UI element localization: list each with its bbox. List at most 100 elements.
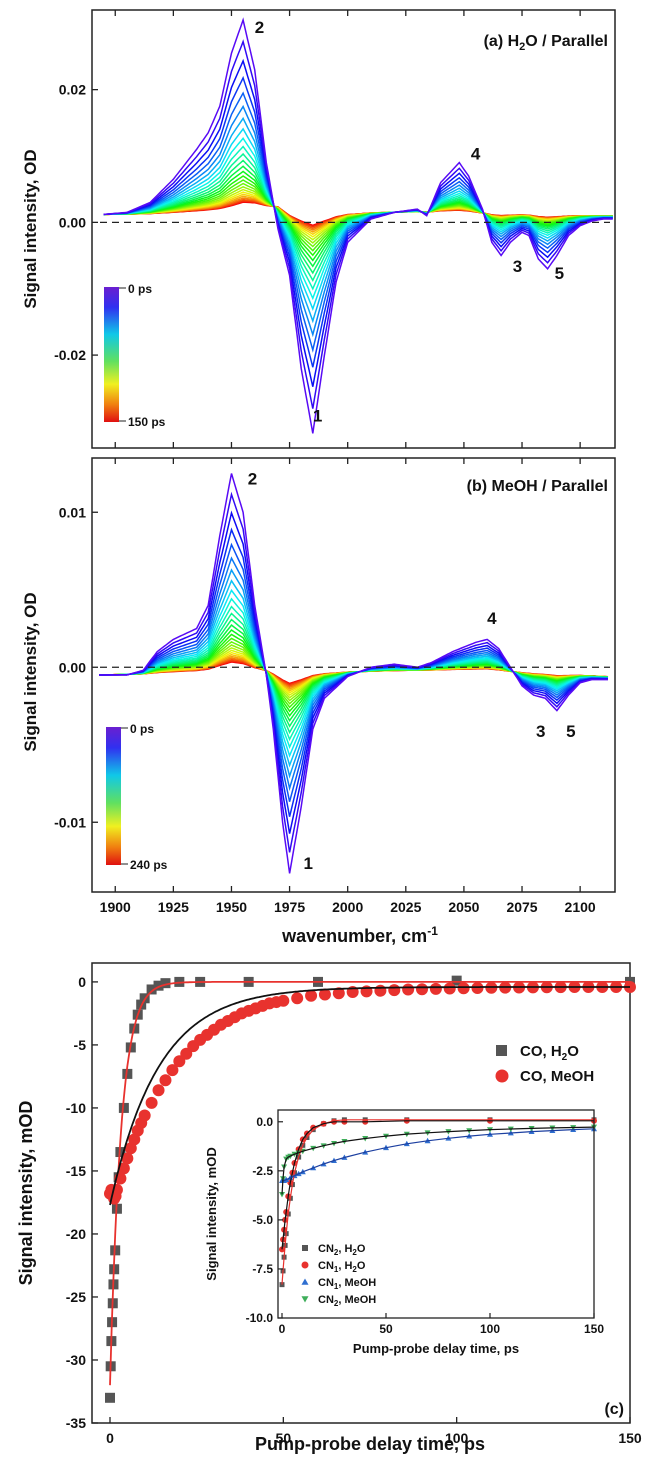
panel-b-colorbar-top-label: 0 ps bbox=[130, 722, 154, 736]
data-point-series-1 bbox=[443, 982, 456, 995]
x-tick-label: 1925 bbox=[158, 899, 189, 915]
data-point-series-1 bbox=[402, 983, 415, 996]
inset-legend-marker-3 bbox=[301, 1296, 309, 1303]
panel-c-inset: 0.0 -2.5 -5.0 -7.5 -10.0 0 50 100 150 Signal in… bbox=[204, 1109, 604, 1356]
data-point-series-1 bbox=[429, 982, 442, 995]
data-point-series-1 bbox=[173, 1055, 186, 1068]
data-point-series-1 bbox=[159, 1074, 172, 1087]
peak-label-1: 1 bbox=[313, 406, 322, 425]
y-tick-label: -5 bbox=[74, 1037, 87, 1053]
data-point-series-1 bbox=[416, 983, 428, 996]
y-tick-label: -30 bbox=[66, 1352, 86, 1368]
y-tick-label: -0.02 bbox=[54, 347, 86, 363]
panel-b-y-ticks: 0.01 0.00 -0.01 bbox=[54, 504, 98, 830]
data-point-series-1 bbox=[117, 1162, 130, 1175]
peak-label-5: 5 bbox=[566, 722, 575, 741]
peak-label-4: 4 bbox=[471, 144, 481, 163]
panel-c-x-axis-label: Pump-probe delay time, ps bbox=[255, 1434, 485, 1454]
y-tick-label: 0.00 bbox=[59, 214, 86, 230]
x-tick-label: 100 bbox=[445, 1430, 469, 1446]
inset-y-ticks: 0.0 -2.5 -5.0 -7.5 -10.0 bbox=[246, 1115, 283, 1325]
x-tick-label: 2100 bbox=[565, 899, 596, 915]
data-point-series-0 bbox=[451, 975, 462, 986]
legend-label-co-meoh: CO, MeOH bbox=[520, 1068, 594, 1085]
panel-a: 0.02 0.00 -0.02 (a) H2O / Parallel Signal … bbox=[21, 9, 616, 449]
spectrum-curve-9 bbox=[103, 145, 613, 291]
fit-curve-series-0 bbox=[109, 981, 630, 1386]
data-point-series-1 bbox=[457, 982, 470, 995]
panel-b-peak-labels: 2 1 4 3 5 bbox=[248, 469, 576, 872]
data-point-series-0 bbox=[160, 978, 171, 989]
inset-fit-curve-series-1 bbox=[281, 1120, 594, 1250]
inset-data-point-series-1 bbox=[279, 1246, 285, 1253]
panel-a-y-ticks: 0.02 0.00 -0.02 bbox=[54, 82, 98, 363]
peak-label-5: 5 bbox=[555, 264, 564, 283]
data-point-series-1 bbox=[180, 1047, 193, 1060]
inset-legend-marker-0 bbox=[302, 1245, 308, 1251]
y-tick-label: 0.00 bbox=[59, 659, 86, 675]
inset-legend-label-2: CN1, MeOH bbox=[318, 1277, 376, 1291]
inset-y-tick-label: -2.5 bbox=[252, 1164, 273, 1178]
panel-a-frame bbox=[91, 9, 616, 449]
spectrum-curve-3 bbox=[103, 75, 613, 368]
data-point-series-0 bbox=[146, 984, 157, 995]
peak-label-3: 3 bbox=[536, 722, 545, 741]
inset-x-tick-label: 100 bbox=[480, 1322, 500, 1336]
panel-b-x-axis-label: wavenumber, cm-1 bbox=[281, 924, 438, 946]
panel-c-x-ticks: 0 50 100 150 bbox=[106, 1417, 642, 1446]
x-tick-label: 2025 bbox=[390, 899, 421, 915]
panel-b-frame bbox=[91, 457, 616, 893]
y-tick-label: -25 bbox=[66, 1289, 86, 1305]
inset-y-axis-label: Signal intensity, mOD bbox=[204, 1147, 219, 1280]
panel-c-y-ticks: 0 -5 -10 -15 -20 -25 -30 -35 bbox=[66, 974, 98, 1431]
y-tick-label: 0 bbox=[78, 974, 86, 990]
data-point-series-1 bbox=[388, 984, 401, 997]
inset-legend-marker-2 bbox=[301, 1278, 309, 1285]
panel-a-y-axis-label: Signal intensity, OD bbox=[21, 149, 40, 308]
inset-y-tick-label: -5.0 bbox=[252, 1213, 273, 1227]
inset-legend-label-1: CN1, H2O bbox=[318, 1260, 366, 1274]
inset-x-ticks: 0 50 100 150 bbox=[279, 1313, 604, 1336]
legend-marker-co-meoh bbox=[495, 1069, 509, 1083]
x-tick-label: 2000 bbox=[332, 899, 363, 915]
spectrum-curve-0 bbox=[99, 473, 608, 874]
x-tick-label: 1950 bbox=[216, 899, 247, 915]
panel-c: 0 -5 -10 -15 -20 -25 -30 -35 0 50 100 150 Signal i… bbox=[16, 962, 642, 1454]
panel-b-x-ticks: 1900 1925 1950 1975 2000 2025 2050 2075 2100 bbox=[100, 458, 596, 915]
x-tick-label: 150 bbox=[618, 1430, 642, 1446]
y-tick-label: -20 bbox=[66, 1226, 86, 1242]
peak-label-1: 1 bbox=[304, 854, 313, 873]
panel-b-colorbar-bottom-label: 240 ps bbox=[130, 858, 168, 872]
panel-b-title: (b) MeOH / Parallel bbox=[467, 478, 608, 495]
data-point-series-1 bbox=[305, 989, 318, 1002]
inset-frame bbox=[277, 1109, 595, 1319]
panel-a-peak-labels: 2 1 4 3 5 bbox=[255, 18, 564, 425]
inset-legend-label-3: CN2, MeOH bbox=[318, 1294, 376, 1308]
inset-fit-curves bbox=[281, 1119, 595, 1285]
panel-a-colorbar bbox=[104, 287, 119, 422]
data-point-series-0 bbox=[118, 1102, 129, 1113]
x-tick-label: 2050 bbox=[448, 899, 479, 915]
x-tick-label: 1900 bbox=[100, 899, 131, 915]
inset-legend-label-0: CN2, H2O bbox=[318, 1243, 366, 1257]
inset-fit-curve-series-2 bbox=[282, 1128, 595, 1182]
inset-y-tick-label: -10.0 bbox=[246, 1311, 274, 1325]
y-tick-label: -10 bbox=[66, 1100, 86, 1116]
spectrum-curve-5 bbox=[103, 104, 613, 338]
panel-a-colorbar-top-label: 0 ps bbox=[128, 282, 152, 296]
data-point-series-1 bbox=[318, 988, 331, 1001]
inset-y-tick-label: -7.5 bbox=[252, 1262, 273, 1276]
data-point-series-1 bbox=[145, 1096, 158, 1109]
panel-a-title: (a) H2O / Parallel bbox=[484, 33, 608, 53]
panel-b-y-axis-label: Signal intensity, OD bbox=[21, 592, 40, 751]
spectrum-curve-7 bbox=[103, 127, 613, 312]
spectrum-curve-8 bbox=[103, 137, 613, 301]
x-tick-label: 50 bbox=[276, 1430, 292, 1446]
data-point-series-1 bbox=[332, 987, 345, 1000]
data-point-series-1 bbox=[374, 984, 387, 997]
fit-curve-series-1 bbox=[109, 986, 630, 1206]
panel-a-x-ticks bbox=[114, 10, 581, 448]
data-point-series-0 bbox=[153, 980, 164, 991]
y-tick-label: -35 bbox=[66, 1415, 86, 1431]
